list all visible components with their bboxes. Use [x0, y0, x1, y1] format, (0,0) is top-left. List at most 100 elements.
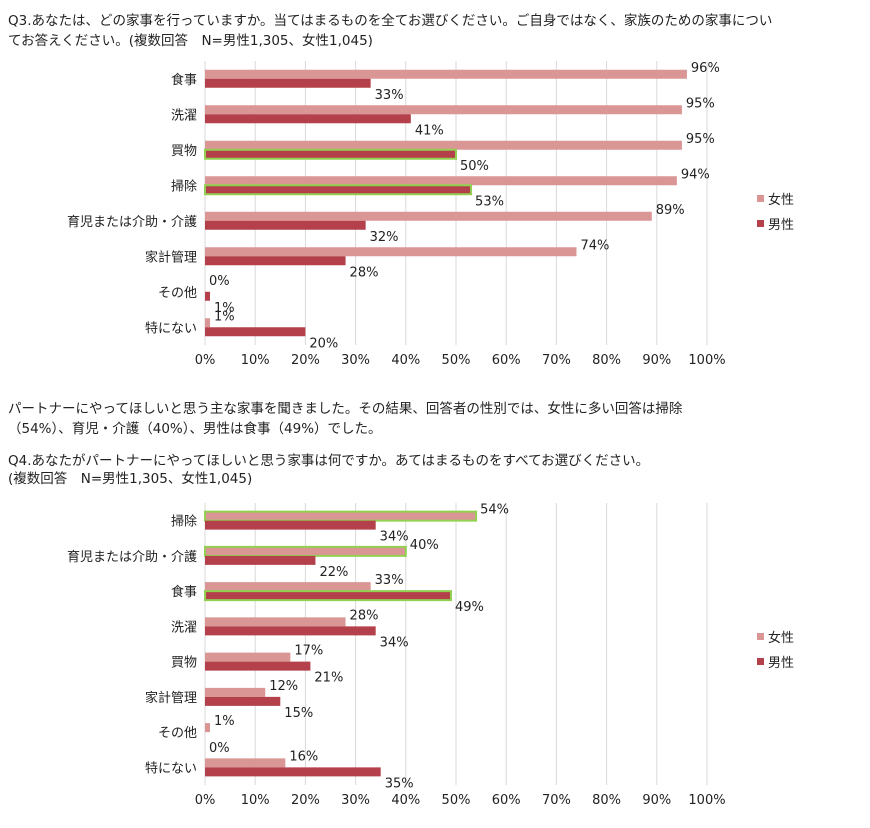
- bar-male: [205, 114, 411, 124]
- bar-female: [205, 211, 652, 221]
- x-tick-label: 20%: [291, 353, 320, 368]
- bar-male: [204, 148, 457, 160]
- bar-female: [205, 247, 577, 257]
- bar-male: [205, 291, 211, 301]
- data-label: 33%: [375, 88, 404, 103]
- x-tick-label: 80%: [592, 353, 621, 368]
- bar-female: [204, 510, 478, 522]
- category-label: 育児または介助・介護: [67, 549, 197, 565]
- bar-male: [204, 184, 473, 196]
- data-label: 49%: [455, 600, 484, 615]
- category-label: その他: [158, 726, 197, 741]
- category-label: 買物: [171, 656, 197, 671]
- bar-female: [205, 652, 291, 662]
- data-label: 1%: [214, 301, 235, 316]
- q3-title-line2: てお答えください。(複数回答 N=男性1,305、女性1,045): [8, 33, 373, 49]
- bar-male: [205, 555, 316, 565]
- category-label: 掃除: [171, 178, 197, 194]
- data-label: 12%: [269, 679, 298, 694]
- x-tick-label: 30%: [341, 353, 370, 368]
- x-tick-label: 70%: [542, 793, 571, 808]
- bar-female: [204, 545, 407, 557]
- bar-female: [205, 723, 211, 733]
- x-tick-label: 60%: [492, 353, 521, 368]
- data-label: 95%: [686, 96, 715, 111]
- bar-male: [205, 327, 306, 337]
- bar-male: [205, 520, 376, 530]
- data-label: 1%: [214, 714, 235, 729]
- category-label: 食事: [171, 584, 197, 600]
- x-tick-label: 40%: [391, 793, 420, 808]
- bar-female: [205, 105, 682, 115]
- legend-label: 女性: [768, 630, 794, 646]
- bar-female: [205, 176, 677, 186]
- x-tick-label: 80%: [592, 793, 621, 808]
- legend-label: 女性: [768, 192, 794, 208]
- x-tick-label: 50%: [442, 793, 471, 808]
- legend-label: 男性: [768, 218, 794, 233]
- bar-female: [205, 582, 371, 592]
- data-label: 53%: [475, 194, 504, 209]
- category-label: 育児または介助・介護: [67, 214, 197, 230]
- data-label: 74%: [580, 238, 609, 253]
- data-label: 21%: [314, 671, 343, 686]
- data-label: 34%: [380, 530, 409, 545]
- q4-chart: 0% 10% 20% 30% 40% 50% 60% 70% 80% 90% 100% 掃除 54% 34…: [67, 503, 794, 808]
- data-label: 94%: [681, 167, 710, 182]
- data-label: 28%: [350, 608, 379, 623]
- x-tick-label: 10%: [241, 353, 270, 368]
- category-label: 洗濯: [171, 620, 197, 635]
- x-tick-label: 100%: [688, 793, 725, 808]
- summary-line2: （54%）、育児・介護（40%）、男性は食事（49%）でした。: [8, 421, 382, 437]
- bar-male: [205, 78, 371, 88]
- x-tick-label: 100%: [688, 353, 725, 368]
- bar-male: [205, 661, 311, 671]
- x-tick-label: 0%: [195, 793, 216, 808]
- legend-label: 男性: [768, 656, 794, 671]
- x-tick-label: 0%: [195, 353, 216, 368]
- summary-line1: パートナーにやってほしいと思う主な家事を聞きました。その結果、回答者の性別では、…: [8, 401, 683, 417]
- bar-female: [205, 687, 266, 697]
- bar-male: [205, 696, 281, 706]
- bar-male: [205, 767, 381, 777]
- x-tick-label: 30%: [341, 793, 370, 808]
- category-label: 特にない: [145, 761, 197, 776]
- bar-male: [205, 626, 376, 636]
- x-tick-label: 10%: [241, 793, 270, 808]
- q3-chart: 0% 10% 20% 30% 40% 50% 60% 70% 80% 90% 100%食事96%33…: [67, 61, 794, 368]
- x-tick-label: 20%: [291, 793, 320, 808]
- data-label: 95%: [686, 132, 715, 147]
- category-label: 特にない: [145, 321, 197, 336]
- bar-male: [205, 220, 366, 230]
- data-label: 0%: [209, 741, 230, 756]
- legend-swatch: [757, 658, 764, 665]
- data-label: 22%: [319, 565, 348, 580]
- x-tick-label: 40%: [391, 353, 420, 368]
- data-label: 17%: [294, 644, 323, 659]
- data-label: 32%: [370, 230, 399, 245]
- bar-female: [205, 617, 346, 627]
- data-label: 41%: [415, 123, 444, 138]
- data-label: 89%: [656, 203, 685, 218]
- data-label: 34%: [380, 635, 409, 650]
- category-label: 家計管理: [145, 690, 197, 706]
- bar-female: [205, 758, 286, 768]
- q4-title-line2: (複数回答 N=男性1,305、女性1,045): [8, 471, 253, 487]
- data-label: 16%: [289, 749, 318, 764]
- bar-male: [205, 256, 346, 266]
- bar-female: [205, 69, 687, 79]
- category-label: 買物: [171, 144, 197, 159]
- data-label: 96%: [691, 61, 720, 76]
- data-label: 15%: [284, 706, 313, 721]
- bar-male: [204, 590, 452, 602]
- x-tick-label: 90%: [642, 793, 671, 808]
- category-label: 掃除: [171, 514, 197, 530]
- category-label: 洗濯: [171, 108, 197, 123]
- data-label: 50%: [460, 159, 489, 174]
- data-label: 28%: [350, 265, 379, 280]
- data-label: 35%: [385, 776, 414, 791]
- data-label: 40%: [410, 538, 439, 553]
- x-tick-label: 60%: [492, 793, 521, 808]
- data-label: 0%: [209, 274, 230, 289]
- q4-title-line1: Q4.あなたがパートナーにやってほしいと思う家事は何ですか。あてはまるものをすべ…: [8, 453, 650, 469]
